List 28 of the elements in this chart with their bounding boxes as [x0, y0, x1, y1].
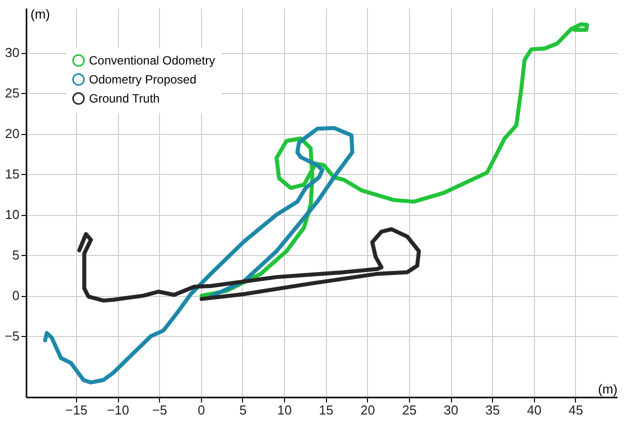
x-axis-title: (m): [598, 382, 618, 396]
y-tick-label: 5: [12, 248, 20, 263]
line-series: [43, 126, 354, 384]
x-tick-label: 10: [277, 402, 292, 418]
x-tick-label: 30: [444, 402, 458, 418]
legend-label: Conventional Odometry: [89, 54, 216, 68]
y-tick-label: 10: [5, 207, 20, 222]
line-series: [77, 227, 421, 303]
x-tick-label: 35: [485, 402, 500, 418]
legend-label: Ground Truth: [89, 92, 160, 106]
legend-label: Odometry Proposed: [89, 72, 196, 86]
y-tick-label: 0: [12, 288, 20, 304]
y-axis-title: (m): [30, 6, 50, 22]
y-tick-label: 25: [5, 86, 20, 101]
x-tick-label: 25: [402, 402, 417, 418]
x-tick-label: −10: [107, 402, 130, 418]
y-tick-label: 15: [5, 166, 20, 182]
x-tick-label: 0: [198, 402, 205, 418]
x-tick-label: 20: [360, 402, 376, 418]
x-tick-label: −15: [65, 402, 88, 418]
y-tick-label: 20: [5, 126, 20, 142]
x-tick-label: 15: [318, 402, 334, 418]
y-tick-label: 30: [5, 45, 20, 60]
x-tick-label: 40: [527, 402, 542, 418]
x-tick-label: 45: [568, 402, 584, 418]
x-tick-label: −5: [152, 402, 168, 418]
x-tick-label: 5: [239, 402, 247, 418]
y-tick-label: −5: [4, 328, 20, 344]
